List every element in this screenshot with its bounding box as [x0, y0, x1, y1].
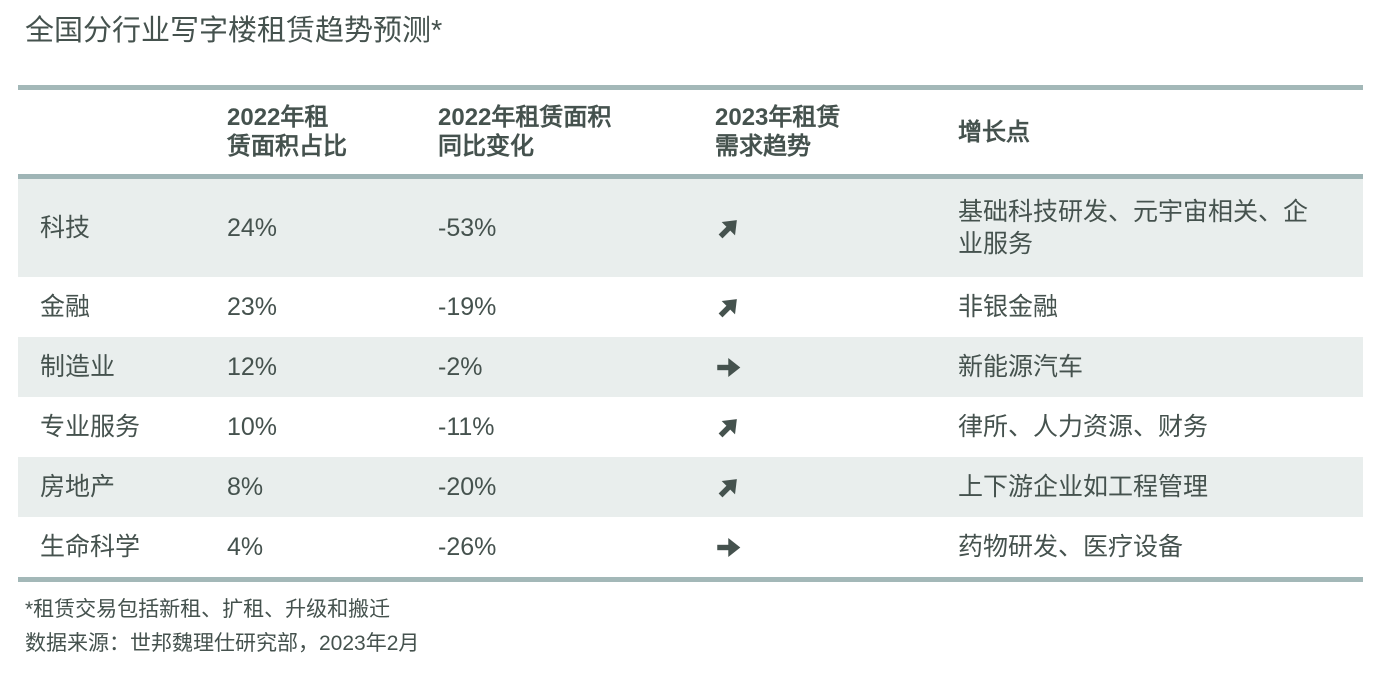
growth-points-cell: 基础科技研发、元宇宙相关、企业服务: [958, 198, 1309, 258]
growth-points-cell: 新能源汽车: [958, 353, 1084, 381]
industry-cell: 科技: [40, 214, 91, 242]
footnote-data-source: 数据来源：世邦魏理仕研究部，2023年2月: [25, 632, 420, 655]
table-header-row: 2022年租 赁面积占比 2022年租赁面积 同比变化 2023年租赁 需求趋势…: [18, 90, 1363, 179]
yoy-change-cell: -19%: [438, 293, 497, 321]
share-2022-cell: 24%: [227, 214, 278, 242]
yoy-change-cell: -26%: [438, 533, 497, 561]
trend-flat-icon: [715, 354, 742, 381]
table-row: 科技 24% -53% 基础科技研发、元宇宙相关、企业服务: [18, 179, 1363, 277]
growth-points-cell: 非银金融: [958, 293, 1059, 321]
trend-up-right-icon: [709, 209, 747, 247]
table-row: 专业服务 10% -11% 律所、人力资源、财务: [18, 397, 1363, 457]
trend-arrow-cell: [715, 354, 958, 381]
header-share-2022: 2022年租 赁面积占比: [227, 104, 347, 160]
figure-title: 全国分行业写字楼租赁趋势预测*: [25, 15, 443, 47]
share-2022-cell: 10%: [227, 413, 278, 441]
footnotes: *租赁交易包括新租、扩租、升级和搬迁 数据来源：世邦魏理仕研究部，2023年2月: [25, 596, 1378, 658]
trend-arrow-cell: [715, 534, 958, 561]
growth-points-cell: 药物研发、医疗设备: [958, 533, 1184, 561]
trend-flat-icon: [715, 534, 742, 561]
trend-arrow-cell: [715, 215, 958, 242]
table-row: 房地产 8% -20% 上下游企业如工程管理: [18, 457, 1363, 517]
leasing-trend-table: 2022年租 赁面积占比 2022年租赁面积 同比变化 2023年租赁 需求趋势…: [18, 85, 1363, 582]
growth-points-cell: 律所、人力资源、财务: [958, 413, 1209, 441]
footnote-leasing-definition: *租赁交易包括新租、扩租、升级和搬迁: [25, 598, 391, 621]
industry-cell: 金融: [40, 293, 91, 321]
yoy-change-cell: -2%: [438, 353, 483, 381]
industry-cell: 专业服务: [40, 413, 141, 441]
trend-arrow-cell: [715, 294, 958, 321]
trend-up-right-icon: [709, 288, 747, 326]
share-2022-cell: 23%: [227, 293, 278, 321]
table-body: 科技 24% -53% 基础科技研发、元宇宙相关、企业服务 金融 23% -19…: [18, 179, 1363, 577]
yoy-change-cell: -20%: [438, 473, 497, 501]
trend-arrow-cell: [715, 414, 958, 441]
table-row: 制造业 12% -2% 新能源汽车: [18, 337, 1363, 397]
header-demand-trend-2023: 2023年租赁 需求趋势: [715, 104, 841, 160]
report-figure: 全国分行业写字楼租赁趋势预测* 2022年租 赁面积占比 2022年租赁面积 同…: [0, 13, 1378, 658]
trend-up-right-icon: [709, 408, 747, 446]
table-row: 生命科学 4% -26% 药物研发、医疗设备: [18, 517, 1363, 577]
growth-points-cell: 上下游企业如工程管理: [958, 473, 1209, 501]
trend-arrow-cell: [715, 474, 958, 501]
trend-up-right-icon: [709, 468, 747, 506]
header-yoy-change-2022: 2022年租赁面积 同比变化: [438, 104, 612, 160]
share-2022-cell: 4%: [227, 533, 264, 561]
share-2022-cell: 12%: [227, 353, 278, 381]
industry-cell: 制造业: [40, 353, 116, 381]
table-row: 金融 23% -19% 非银金融: [18, 277, 1363, 337]
yoy-change-cell: -53%: [438, 214, 497, 242]
industry-cell: 生命科学: [40, 533, 141, 561]
share-2022-cell: 8%: [227, 473, 264, 501]
yoy-change-cell: -11%: [438, 413, 495, 441]
header-growth-points: 增长点: [958, 118, 1030, 146]
industry-cell: 房地产: [40, 473, 116, 501]
